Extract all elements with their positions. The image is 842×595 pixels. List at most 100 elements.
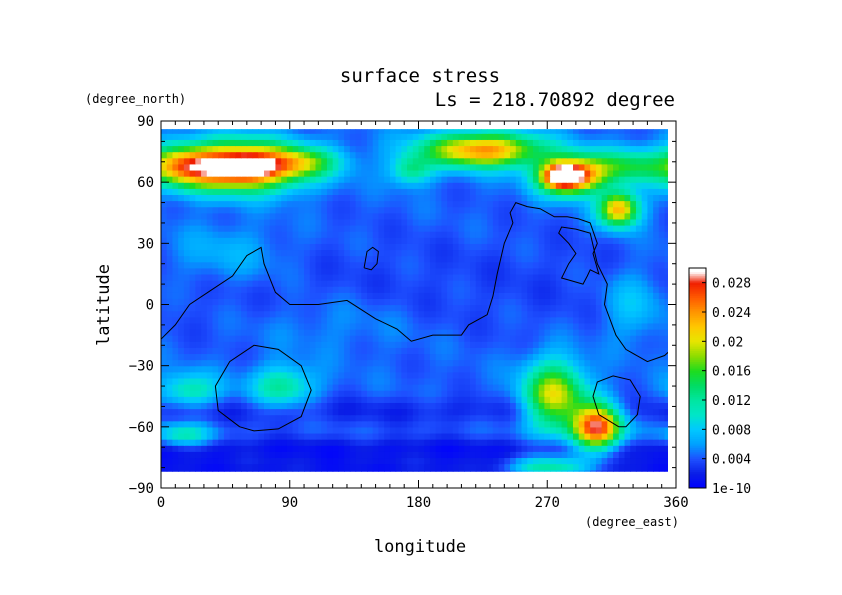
heat-cell — [258, 267, 265, 275]
heat-cell — [618, 157, 626, 165]
heat-cell — [241, 169, 248, 177]
heat-cell — [223, 359, 231, 367]
heat-cell — [470, 402, 477, 410]
heat-cell — [555, 176, 563, 183]
heat-cell — [510, 414, 517, 422]
heat-cell — [515, 377, 523, 385]
heat-cell — [441, 414, 448, 422]
heat-cell — [527, 359, 534, 367]
heat-cell — [653, 359, 660, 367]
heat-cell — [229, 341, 236, 348]
heat-cell — [367, 445, 374, 452]
heat-cell — [384, 432, 391, 440]
heat-cell — [452, 157, 460, 165]
heat-cell — [641, 390, 648, 397]
heat-cell — [447, 224, 454, 232]
heat-cell — [235, 451, 242, 459]
heat-cell — [389, 200, 397, 208]
heat-cell — [304, 218, 311, 226]
heat-cell — [338, 292, 345, 299]
heat-cell — [235, 341, 242, 348]
heat-cell — [281, 377, 288, 385]
heat-cell — [510, 261, 517, 269]
heat-cell — [435, 194, 442, 202]
heat-cell — [389, 322, 397, 330]
heat-cell — [447, 445, 454, 452]
heat-cell — [201, 408, 208, 416]
heat-cell — [561, 414, 568, 422]
heat-cell — [309, 224, 317, 232]
heat-cell — [326, 371, 334, 379]
heat-cell — [206, 139, 214, 147]
heat-cell — [281, 151, 288, 159]
heat-cell — [532, 237, 540, 244]
heat-cell — [326, 176, 334, 183]
heat-cell — [607, 298, 614, 306]
heat-cell — [584, 261, 591, 269]
heat-cell — [470, 218, 477, 226]
heat-cell — [573, 353, 580, 361]
heat-cell — [481, 439, 488, 446]
heat-cell — [264, 432, 271, 440]
heat-cell — [607, 267, 614, 275]
heat-cell — [321, 169, 328, 177]
heat-cell — [235, 237, 242, 244]
heat-cell — [504, 402, 511, 410]
heat-cell — [172, 457, 179, 465]
heat-cell — [584, 139, 591, 147]
heat-cell — [630, 139, 637, 147]
heat-cell — [189, 298, 196, 306]
heat-cell — [218, 402, 225, 410]
heat-cell — [264, 328, 271, 336]
heat-cell — [309, 261, 317, 269]
heat-cell — [183, 194, 191, 202]
heat-cell — [544, 218, 551, 226]
heat-cell — [647, 255, 654, 263]
heat-cell — [321, 151, 328, 159]
heat-cell — [315, 182, 322, 189]
heat-cell — [395, 316, 402, 324]
heat-cell — [429, 328, 437, 336]
heat-cell — [498, 255, 505, 263]
heat-cell — [355, 169, 362, 177]
heat-cell — [229, 384, 236, 391]
heat-cell — [412, 402, 420, 410]
heat-cell — [584, 310, 591, 318]
heat-cell — [252, 182, 259, 189]
heat-cell — [624, 286, 631, 293]
heat-cell — [590, 365, 597, 373]
heat-cell — [613, 432, 620, 440]
heat-cell — [498, 163, 505, 171]
heat-cell — [355, 157, 362, 165]
heat-cell — [532, 377, 540, 385]
heat-cell — [172, 157, 179, 165]
heat-cell — [189, 151, 196, 159]
heat-cell — [487, 451, 494, 459]
heat-cell — [550, 316, 557, 324]
heat-cell — [223, 182, 231, 189]
heat-cell — [527, 396, 534, 403]
heat-cell — [532, 451, 540, 459]
heat-cell — [504, 194, 511, 202]
heat-cell — [252, 151, 259, 159]
heat-cell — [321, 469, 328, 472]
heat-cell — [538, 371, 545, 379]
heat-cell — [275, 310, 282, 318]
heat-cell — [555, 224, 563, 232]
heat-cell — [264, 310, 271, 318]
heat-cell — [567, 396, 574, 403]
heat-cell — [510, 347, 517, 355]
heat-cell — [487, 151, 494, 159]
heat-cell — [532, 310, 540, 318]
heat-cell — [258, 396, 265, 403]
heat-cell — [178, 377, 185, 385]
heat-cell — [544, 286, 551, 293]
heat-cell — [201, 194, 208, 202]
heat-cell — [624, 408, 631, 416]
heat-cell — [241, 390, 248, 397]
heat-cell — [578, 194, 586, 202]
heat-cell — [201, 273, 208, 281]
heat-cell — [647, 322, 654, 330]
heat-cell — [281, 206, 288, 214]
heat-cell — [172, 286, 179, 293]
